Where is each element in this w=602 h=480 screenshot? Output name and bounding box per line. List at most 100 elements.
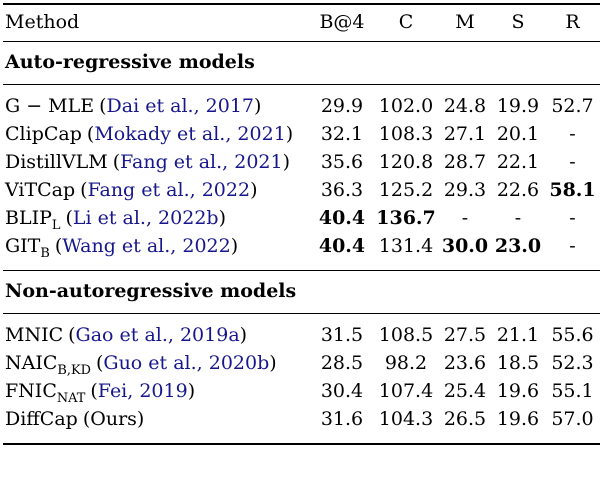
metric-value: 27.1 bbox=[443, 123, 487, 145]
paren-open: ( bbox=[95, 352, 104, 374]
citation: (Wang et al., 2022) bbox=[55, 235, 238, 257]
paren-close: ) bbox=[187, 380, 196, 402]
metric-value: - bbox=[569, 123, 576, 145]
metric-value: 58.1 bbox=[549, 179, 596, 201]
metric-value: - bbox=[569, 207, 576, 229]
citation-link[interactable]: Fang et al., 2022 bbox=[87, 179, 251, 201]
citation: (Gao et al., 2019a) bbox=[68, 324, 247, 346]
method-name: ClipCap bbox=[5, 123, 82, 145]
paren-open: ( bbox=[82, 408, 91, 430]
metric-value: - bbox=[461, 207, 469, 229]
citation-text: Ours bbox=[90, 408, 137, 430]
table-row: GITB (Wang et al., 2022) 40.4 131.4 30.0 23.0… bbox=[3, 232, 600, 271]
metric-value: 136.7 bbox=[376, 207, 436, 229]
method-cell: G − MLE (Dai et al., 2017) bbox=[3, 85, 311, 121]
table-row: ViTCap (Fang et al., 2022) 36.3 125.2 29.3 22… bbox=[3, 176, 600, 204]
metric-value: 19.9 bbox=[496, 95, 540, 117]
metric-value: 40.4 bbox=[318, 235, 366, 257]
paren-close: ) bbox=[218, 207, 226, 229]
citation: (Mokady et al., 2021) bbox=[87, 123, 293, 145]
metric-value: - bbox=[514, 207, 522, 229]
table-section: Auto-regressive models G − MLE (Dai et al.… bbox=[3, 42, 600, 271]
column-header-method: Method bbox=[5, 11, 80, 33]
metric-value: 108.5 bbox=[378, 324, 434, 346]
metric-value: 52.3 bbox=[551, 352, 594, 374]
metric-value: 19.6 bbox=[496, 408, 540, 430]
metric-value: 32.1 bbox=[320, 123, 364, 145]
citation: (Li et al., 2022b) bbox=[65, 207, 226, 229]
method-name: G − MLE bbox=[5, 95, 95, 117]
paren-open: ( bbox=[99, 95, 107, 117]
metric-value: - bbox=[569, 151, 576, 173]
table-header-row: Method B@4 C M S R bbox=[3, 4, 600, 42]
paren-open: ( bbox=[68, 324, 76, 346]
metric-value: 35.6 bbox=[320, 151, 364, 173]
metric-value: 22.6 bbox=[496, 179, 540, 201]
metric-value: 104.3 bbox=[378, 408, 434, 430]
column-header-rouge: R bbox=[565, 11, 580, 33]
citation: (Fang et al., 2021) bbox=[113, 151, 290, 173]
metric-value: 23.6 bbox=[443, 352, 487, 374]
metric-value: 29.9 bbox=[320, 95, 364, 117]
section-title: Auto-regressive models bbox=[5, 51, 255, 73]
metric-value: 98.2 bbox=[384, 352, 428, 374]
method-cell: MNIC (Gao et al., 2019a) bbox=[3, 314, 311, 350]
paren-close: ) bbox=[230, 235, 239, 257]
method-name: FNIC bbox=[5, 380, 57, 402]
column-header-meteor: M bbox=[455, 11, 475, 33]
metric-value: 19.6 bbox=[496, 380, 540, 402]
section-title: Non-autoregressive models bbox=[5, 280, 297, 302]
section-header-row: Non-autoregressive models bbox=[3, 271, 600, 314]
method-cell: BLIPL (Li et al., 2022b) bbox=[3, 204, 311, 232]
citation: (Fang et al., 2022) bbox=[80, 179, 257, 201]
column-header-spice: S bbox=[511, 11, 525, 33]
paren-open: ( bbox=[90, 380, 98, 402]
method-subscript: B,KD bbox=[57, 362, 91, 378]
metric-value: 21.1 bbox=[496, 324, 540, 346]
metric-value: 55.6 bbox=[551, 324, 594, 346]
paren-close: ) bbox=[250, 179, 258, 201]
metric-value: 27.5 bbox=[443, 324, 487, 346]
metric-value: 28.7 bbox=[443, 151, 487, 173]
results-table: Method B@4 C M S R Auto-regressive model… bbox=[3, 3, 600, 445]
paren-open: ( bbox=[65, 207, 73, 229]
table-row: FNICNAT (Fei, 2019) 30.4 107.4 25.4 19.6 55.1 bbox=[3, 377, 600, 405]
citation-link[interactable]: Mokady et al., 2021 bbox=[94, 123, 286, 145]
method-cell: DistillVLM (Fang et al., 2021) bbox=[3, 148, 311, 176]
table-section: Non-autoregressive models MNIC (Gao et al.… bbox=[3, 271, 600, 444]
citation-link[interactable]: Wang et al., 2022 bbox=[62, 235, 231, 257]
method-name: MNIC bbox=[5, 324, 64, 346]
paren-open: ( bbox=[80, 179, 88, 201]
table-row: ClipCap (Mokady et al., 2021) 32.1 108.3 27.… bbox=[3, 120, 600, 148]
column-header-cider: C bbox=[398, 11, 414, 33]
metric-value: 55.1 bbox=[551, 380, 594, 402]
citation-link[interactable]: Fang et al., 2021 bbox=[120, 151, 283, 173]
paren-close: ) bbox=[254, 95, 262, 117]
method-cell: NAICB,KD (Guo et al., 2020b) bbox=[3, 349, 311, 377]
method-subscript: L bbox=[51, 217, 61, 233]
citation-link[interactable]: Li et al., 2022b bbox=[72, 207, 219, 229]
table-row: BLIPL (Li et al., 2022b) 40.4 136.7 - - - bbox=[3, 204, 600, 232]
paren-close: ) bbox=[239, 324, 248, 346]
citation-link[interactable]: Guo et al., 2020b bbox=[103, 352, 270, 374]
citation-link[interactable]: Dai et al., 2017 bbox=[106, 95, 255, 117]
method-cell: DiffCap (Ours) bbox=[3, 405, 311, 444]
paren-open: ( bbox=[86, 123, 95, 145]
method-cell: ClipCap (Mokady et al., 2021) bbox=[3, 120, 311, 148]
table-row: DistillVLM (Fang et al., 2021) 35.6 120.8 28… bbox=[3, 148, 600, 176]
metric-value: 30.4 bbox=[320, 380, 364, 402]
method-cell: GITB (Wang et al., 2022) bbox=[3, 232, 311, 271]
citation-link[interactable]: Gao et al., 2019a bbox=[75, 324, 240, 346]
paren-open: ( bbox=[54, 235, 63, 257]
section-header-row: Auto-regressive models bbox=[3, 42, 600, 85]
metric-value: 26.5 bbox=[443, 408, 487, 430]
paren-close: ) bbox=[269, 352, 277, 374]
citation: (Dai et al., 2017) bbox=[99, 95, 261, 117]
citation-link[interactable]: Fei, 2019 bbox=[97, 380, 188, 402]
method-subscript: NAT bbox=[56, 390, 86, 406]
metric-value: - bbox=[569, 235, 576, 257]
citation: (Ours) bbox=[83, 408, 145, 430]
citation: (Fei, 2019) bbox=[90, 380, 195, 402]
metric-value: 31.5 bbox=[320, 324, 364, 346]
